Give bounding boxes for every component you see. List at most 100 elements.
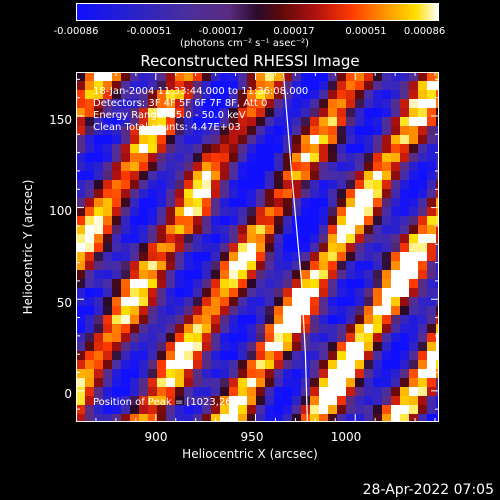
heatmap-cell [310,351,320,361]
heatmap-cell [121,171,131,181]
heatmap-cell [229,225,239,235]
heatmap-cell [238,279,248,289]
heatmap-cell [391,342,401,352]
heatmap-cell [346,207,356,217]
heatmap-cell [202,216,212,226]
heatmap-cell [229,234,239,244]
heatmap-cell [328,90,338,100]
heatmap-cell [85,108,95,118]
heatmap-cell [85,297,95,307]
heatmap-cell [139,126,149,136]
heatmap-cell [265,243,275,253]
heatmap-cell [175,207,185,217]
heatmap-cell [310,99,320,109]
heatmap-cell [292,360,302,370]
heatmap-cell [121,297,131,307]
heatmap-cell [103,279,113,289]
heatmap-cell [283,360,293,370]
heatmap-cell [310,207,320,217]
heatmap-cell [202,189,212,199]
heatmap-cell [220,189,230,199]
heatmap-cell [103,90,113,100]
heatmap-cell [328,216,338,226]
heatmap-cell [337,243,347,253]
heatmap-cell [202,315,212,325]
heatmap-cell [436,288,439,298]
heatmap-cell [256,351,266,361]
heatmap-cell [130,387,140,397]
heatmap-cell [184,171,194,181]
heatmap-cell [130,333,140,343]
heatmap-cell [193,306,203,316]
heatmap-cell [337,171,347,181]
heatmap-cell [229,369,239,379]
heatmap-cell [247,342,257,352]
heatmap-cell [175,243,185,253]
heatmap-cell [337,81,347,91]
heatmap-cell [436,153,439,163]
heatmap-cell [409,189,419,199]
heatmap-cell [418,261,428,271]
heatmap-cell [310,162,320,172]
heatmap-cell [409,297,419,307]
heatmap-cell [283,81,293,91]
heatmap-cell [418,414,428,422]
heatmap-cell [175,108,185,118]
heatmap-cell [310,315,320,325]
heatmap-cell [400,225,410,235]
heatmap-cell [436,225,439,235]
heatmap-cell [211,162,221,172]
heatmap-cell [166,414,176,422]
heatmap-cell [193,396,203,406]
heatmap-cell [238,351,248,361]
x-tick-label: 900 [144,430,168,444]
heatmap-cell [139,396,149,406]
heatmap-cell [436,144,439,154]
heatmap-cell [418,369,428,379]
heatmap-cell [139,144,149,154]
heatmap-cell [256,297,266,307]
heatmap-cell [319,405,329,415]
heatmap-cell [184,306,194,316]
heatmap-cell [157,387,167,397]
heatmap-cell [247,387,257,397]
heatmap-cell [319,234,329,244]
heatmap-cell [211,315,221,325]
heatmap-cell [166,180,176,190]
heatmap-cell [301,180,311,190]
heatmap-cell [220,279,230,289]
heatmap-cell [373,405,383,415]
heatmap-cell [382,243,392,253]
heatmap-cell [418,288,428,298]
plot-area [76,72,439,422]
heatmap-cell [202,306,212,316]
heatmap-cell [436,351,439,361]
heatmap-cell [319,171,329,181]
heatmap-cell [148,189,158,199]
heatmap-cell [265,198,275,208]
heatmap-cell [139,162,149,172]
heatmap-cell [400,99,410,109]
heatmap-cell [193,72,203,82]
heatmap-cell [166,405,176,415]
heatmap-cell [166,189,176,199]
heatmap-cell [103,306,113,316]
heatmap-cell [328,99,338,109]
heatmap-cell [265,144,275,154]
heatmap-cell [337,414,347,422]
heatmap-cell [310,243,320,253]
heatmap-cell [94,387,104,397]
heatmap-cell [328,135,338,145]
heatmap-cell [229,252,239,262]
heatmap-cell [382,414,392,422]
heatmap-cell [184,261,194,271]
heatmap-cell [400,297,410,307]
heatmap-cell [238,252,248,262]
heatmap-cell [139,234,149,244]
heatmap-cell [94,351,104,361]
heatmap-cell [265,414,275,422]
heatmap-cell [76,135,86,145]
heatmap-cell [193,414,203,422]
heatmap-cell [256,360,266,370]
heatmap-cell [355,117,365,127]
